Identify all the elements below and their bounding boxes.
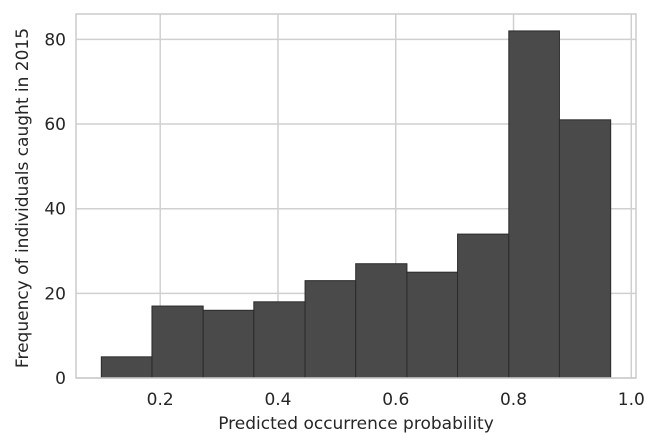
x-tick-label: 0.2 xyxy=(147,390,174,410)
histogram-bar xyxy=(508,30,560,379)
x-tick-label: 0.6 xyxy=(382,390,409,410)
y-tick-label: 80 xyxy=(44,30,66,50)
histogram-bar xyxy=(558,119,612,379)
plot-frame xyxy=(75,13,637,379)
y-tick-label: 60 xyxy=(44,115,66,135)
histogram-bars xyxy=(100,30,612,379)
x-tick-labels: 0.2 0.4 0.6 0.8 1.0 xyxy=(147,390,645,410)
histogram-bar xyxy=(253,301,306,379)
histogram-bar xyxy=(457,233,510,379)
histogram-bar xyxy=(100,356,153,379)
histogram-bar xyxy=(151,305,204,379)
y-axis-label: Frequency of individuals caught in 2015 xyxy=(13,28,33,368)
y-tick-label: 20 xyxy=(44,284,66,304)
x-tick-label: 0.4 xyxy=(264,390,291,410)
histogram-bar xyxy=(304,280,357,379)
histogram-bar xyxy=(355,263,408,379)
x-axis-label: Predicted occurrence probability xyxy=(218,414,494,433)
histogram-bar xyxy=(406,271,459,379)
x-tick-label: 0.8 xyxy=(500,390,527,410)
y-tick-label: 40 xyxy=(44,200,66,220)
histogram-bar xyxy=(202,309,255,379)
y-tick-label: 0 xyxy=(55,369,66,389)
x-tick-label: 1.0 xyxy=(618,390,645,410)
y-tick-labels: 0 20 40 60 80 xyxy=(44,30,66,389)
